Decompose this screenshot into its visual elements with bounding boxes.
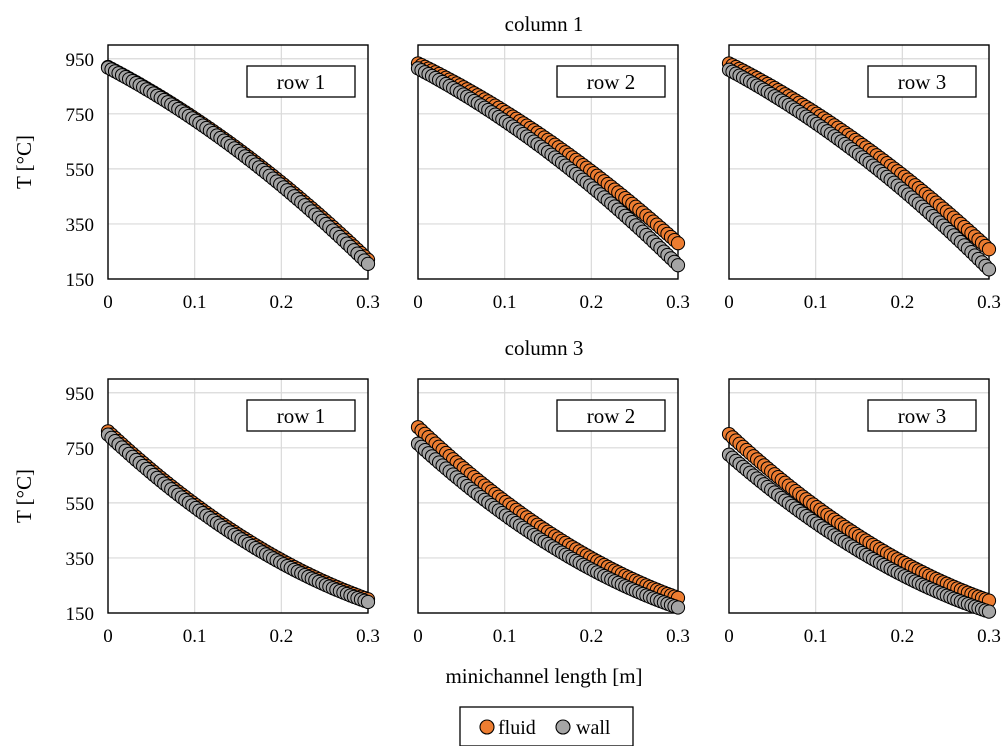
x-tick-label: 0.1 [493, 626, 517, 647]
series-wall [100, 427, 376, 610]
panel-label: row 1 [277, 70, 325, 94]
series-wall [721, 447, 997, 619]
panel-4: 0 0.1 0.2 0.3 150 350 550 750 950 T [°C] row 1 [12, 378, 380, 647]
y-axis-label: T [°C] [12, 135, 36, 189]
plot-frame [417, 44, 679, 280]
legend-marker-wall [555, 719, 571, 735]
point-wall [670, 258, 686, 273]
plot-frame [728, 378, 990, 614]
panel-1: 0 0.1 0.2 0.3 150 350 550 750 950 T [°C] row 1 [12, 44, 380, 313]
x-tick-label: 0.2 [890, 626, 914, 647]
y-tick-label: 550 [66, 494, 95, 515]
legend-label-wall: wall [576, 717, 611, 739]
panel-2: 0 0.1 0.2 0.3 row 2 [410, 44, 690, 313]
x-tick-label: 0 [413, 626, 423, 647]
x-tick-label: 0.2 [579, 626, 603, 647]
x-tick-label: 0.2 [579, 292, 603, 313]
x-tick-label: 0.3 [356, 626, 380, 647]
x-tick-label: 0.2 [269, 292, 293, 313]
group-title-column-1: column 1 [505, 12, 584, 36]
group-title-column-3: column 3 [505, 336, 584, 360]
panels: 0 0.1 0.2 0.3 150 350 550 750 950 T [°C] row 1 0 0.1… [12, 44, 1001, 647]
panel-label: row 1 [277, 404, 325, 428]
panel-label-box [556, 65, 666, 98]
series-wall [100, 60, 376, 271]
y-tick-label: 750 [66, 105, 95, 126]
point-fluid [981, 242, 997, 257]
y-tick-label: 750 [66, 439, 95, 460]
point-wall [670, 600, 686, 615]
x-tick-label: 0.1 [183, 292, 207, 313]
x-tick-label: 0.1 [183, 626, 207, 647]
x-tick-label: 0 [724, 292, 734, 313]
x-tick-label: 0.3 [356, 292, 380, 313]
y-tick-label: 350 [66, 549, 95, 570]
x-tick-label: 0.2 [890, 292, 914, 313]
panel-5: 0 0.1 0.2 0.3 row 2 [410, 378, 690, 647]
y-tick-label: 950 [66, 50, 95, 71]
plot-frame [107, 44, 369, 280]
x-tick-label: 0.3 [666, 626, 690, 647]
x-tick-label: 0.2 [269, 626, 293, 647]
panel-label: row 3 [898, 404, 946, 428]
x-tick-label: 0 [413, 292, 423, 313]
x-tick-label: 0.1 [804, 626, 828, 647]
legend-label-fluid: fluid [498, 717, 536, 739]
legend-marker-fluid [479, 719, 495, 735]
x-tick-label: 0 [724, 626, 734, 647]
x-tick-label: 0.3 [977, 292, 1001, 313]
point-wall [360, 256, 376, 271]
legend: fluid wall [459, 706, 634, 746]
panel-label: row 2 [587, 70, 635, 94]
point-fluid [670, 236, 686, 251]
series-wall [721, 62, 997, 277]
y-axis-label: T [°C] [12, 469, 36, 523]
plot-frame [107, 378, 369, 614]
panel-label-box [246, 399, 356, 432]
x-axis-label: minichannel length [m] [445, 664, 642, 688]
x-tick-label: 0 [103, 292, 113, 313]
x-tick-label: 0.1 [493, 292, 517, 313]
panel-label-box [246, 65, 356, 98]
y-tick-label: 150 [66, 604, 95, 625]
panel-3: 0 0.1 0.2 0.3 row 3 [721, 44, 1001, 313]
y-tick-label: 950 [66, 384, 95, 405]
point-wall [981, 262, 997, 277]
x-tick-label: 0.3 [977, 626, 1001, 647]
series-wall [410, 61, 686, 273]
x-tick-label: 0 [103, 626, 113, 647]
y-tick-label: 550 [66, 160, 95, 181]
panel-label-box [867, 65, 977, 98]
panel-label-box [556, 399, 666, 432]
point-wall [981, 604, 997, 619]
y-tick-label: 150 [66, 270, 95, 291]
panel-label: row 2 [587, 404, 635, 428]
x-tick-label: 0.3 [666, 292, 690, 313]
series-wall [410, 436, 686, 615]
point-wall [360, 594, 376, 610]
plot-frame [417, 378, 679, 614]
x-tick-label: 0.1 [804, 292, 828, 313]
y-tick-label: 350 [66, 215, 95, 236]
panel-label-box [867, 399, 977, 432]
panel-label: row 3 [898, 70, 946, 94]
panel-6: 0 0.1 0.2 0.3 row 3 [721, 378, 1001, 647]
plot-frame [728, 44, 990, 280]
